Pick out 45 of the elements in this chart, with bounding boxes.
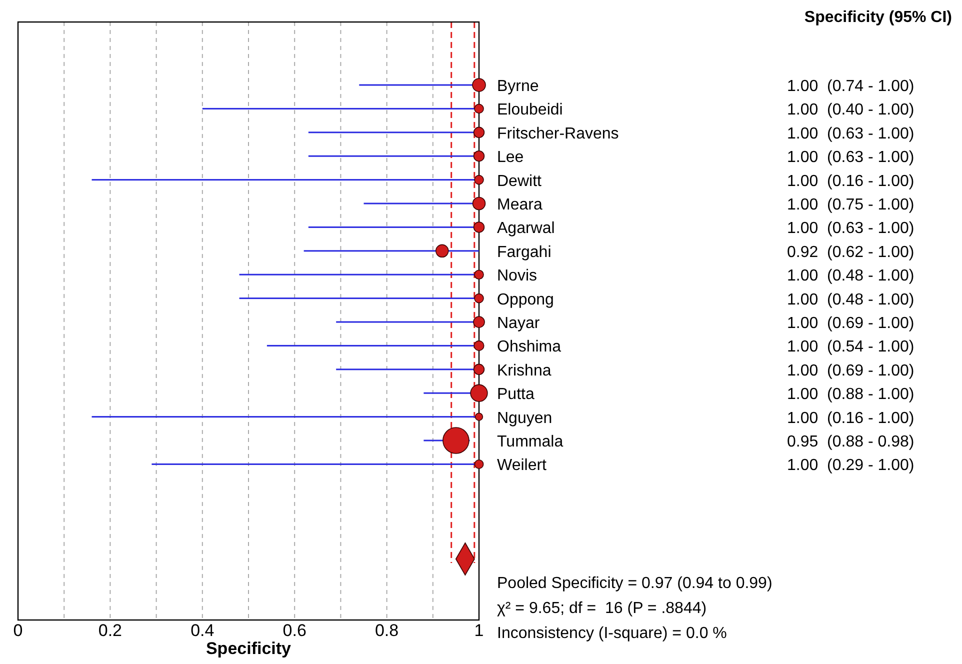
y-tick-label: Agarwal [497,220,555,238]
y-tick-label: Lee [497,149,524,166]
text: Inconsistency (I-square) = 0.0 % [497,625,727,642]
data-label: 1.00 (0.88 - 1.00) [787,386,914,404]
data-label: 1.00 (0.63 - 1.00) [787,149,914,166]
text: χ² = 9.65; df = 16 (P = .8844) [497,600,707,617]
x-axis-title: Specificity [206,639,292,658]
y-tick-label: Nayar [497,315,540,332]
y-tick-label: Tummala [497,434,564,450]
data-label: 1.00 (0.29 - 1.00) [787,457,914,474]
data-label: 1.00 (0.69 - 1.00) [787,315,914,332]
data-label: 0.95 (0.88 - 0.98) [787,434,914,450]
y-tick-label: Fritscher-Ravens [497,125,619,142]
data-label: 0.92 (0.62 - 1.00) [787,244,914,261]
x-tick-label: 0.4 [190,621,214,640]
data-label: 1.00 (0.63 - 1.00) [787,220,914,238]
x-tick-label: 0.8 [374,621,399,640]
y-tick-label: Nguyen [497,410,552,427]
data-label: 1.00 (0.54 - 1.00) [787,338,914,356]
x-tick-label: 1 [474,621,484,640]
data-label: 1.00 (0.63 - 1.00) [787,125,914,142]
data-label: 1.00 (0.75 - 1.00) [787,196,914,214]
y-tick-label: Meara [497,196,542,214]
x-tick-label: 0.2 [98,621,122,640]
y-tick-label: Eloubeidi [497,102,563,119]
data-label: 1.00 (0.16 - 1.00) [787,410,914,427]
y-tick-label: Krishna [497,362,552,380]
data-label: 1.00 (0.48 - 1.00) [787,291,914,308]
text: Specificity (95% CI) [804,9,952,26]
y-tick-label: Novis [497,268,538,285]
y-tick-label: Fargahi [497,244,552,261]
y-tick-label: Dewitt [497,172,542,190]
y-tick-label: Ohshima [497,338,562,356]
y-tick-label: Oppong [497,291,554,308]
text: Pooled Specificity = 0.97 (0.94 to 0.99) [497,575,772,592]
x-tick-label: 0.6 [282,621,306,640]
y-tick-label: Byrne [497,78,539,95]
y-tick-label: Putta [497,386,534,404]
data-label: 1.00 (0.48 - 1.00) [787,268,914,285]
data-label: 1.00 (0.16 - 1.00) [787,172,914,190]
y-tick-label: Weilert [497,457,548,474]
x-tick-label: 0 [13,621,23,640]
data-label: 1.00 (0.69 - 1.00) [787,362,914,380]
data-label: 1.00 (0.74 - 1.00) [787,78,914,95]
data-label: 1.00 (0.40 - 1.00) [787,102,914,119]
